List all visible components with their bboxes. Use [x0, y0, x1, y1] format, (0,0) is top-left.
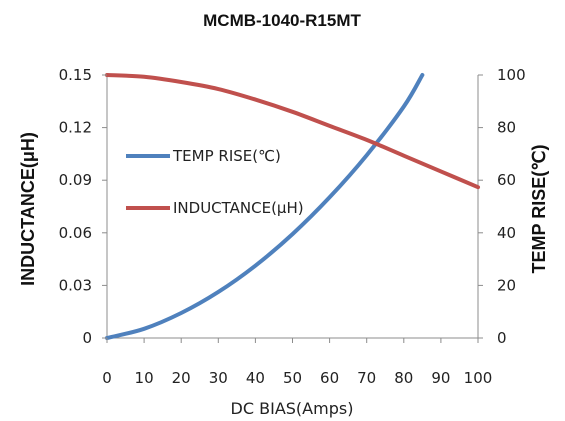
x-tick-label: 80 — [394, 369, 413, 387]
x-tick-label: 100 — [464, 369, 493, 387]
y-right-tick-label: 60 — [497, 171, 516, 189]
series-line-temp-rise — [105, 73, 425, 340]
x-tick-label: 70 — [357, 369, 376, 387]
chart-title: MCMB-1040-R15MT — [203, 11, 361, 30]
y-right-tick-label: 40 — [497, 224, 516, 242]
y-left-tick-label: 0.03 — [59, 276, 92, 294]
y-left-axis-label: INDUCTANCE(μH) — [18, 132, 38, 286]
y-left-tick-label: 0.15 — [59, 66, 92, 84]
y-right-axis-label: TEMP RISE(℃) — [529, 145, 549, 274]
y-left-tick-label: 0 — [82, 329, 92, 347]
legend-label-inductance: INDUCTANCE(μH) — [173, 199, 304, 217]
x-tick-label: 60 — [320, 369, 339, 387]
x-tick-label: 0 — [102, 369, 112, 387]
series-line-inductance — [105, 73, 480, 190]
x-tick-label: 40 — [246, 369, 265, 387]
y-right-tick-label: 20 — [497, 276, 516, 294]
x-tick-label: 10 — [135, 369, 154, 387]
ticks-layer: 0 10 20 30 40 50 60 70 80 90 100 0 0.03 0.06 0.09 0.12 0… — [59, 66, 526, 387]
x-tick-label: 50 — [283, 369, 302, 387]
y-right-tick-label: 0 — [497, 329, 507, 347]
y-right-tick-label: 80 — [497, 119, 516, 137]
y-right-tick-label: 100 — [497, 66, 526, 84]
x-axis-label: DC BIAS(Amps) — [231, 399, 354, 418]
y-left-tick-label: 0.12 — [59, 119, 92, 137]
y-left-tick-label: 0.06 — [59, 224, 92, 242]
y-left-tick-label: 0.09 — [59, 171, 92, 189]
x-tick-label: 20 — [172, 369, 191, 387]
legend: TEMP RISE(℃) INDUCTANCE(μH) — [126, 147, 304, 217]
x-tick-label: 90 — [431, 369, 450, 387]
series-layer — [105, 73, 480, 340]
legend-label-temp-rise: TEMP RISE(℃) — [172, 147, 281, 165]
x-tick-label: 30 — [209, 369, 228, 387]
